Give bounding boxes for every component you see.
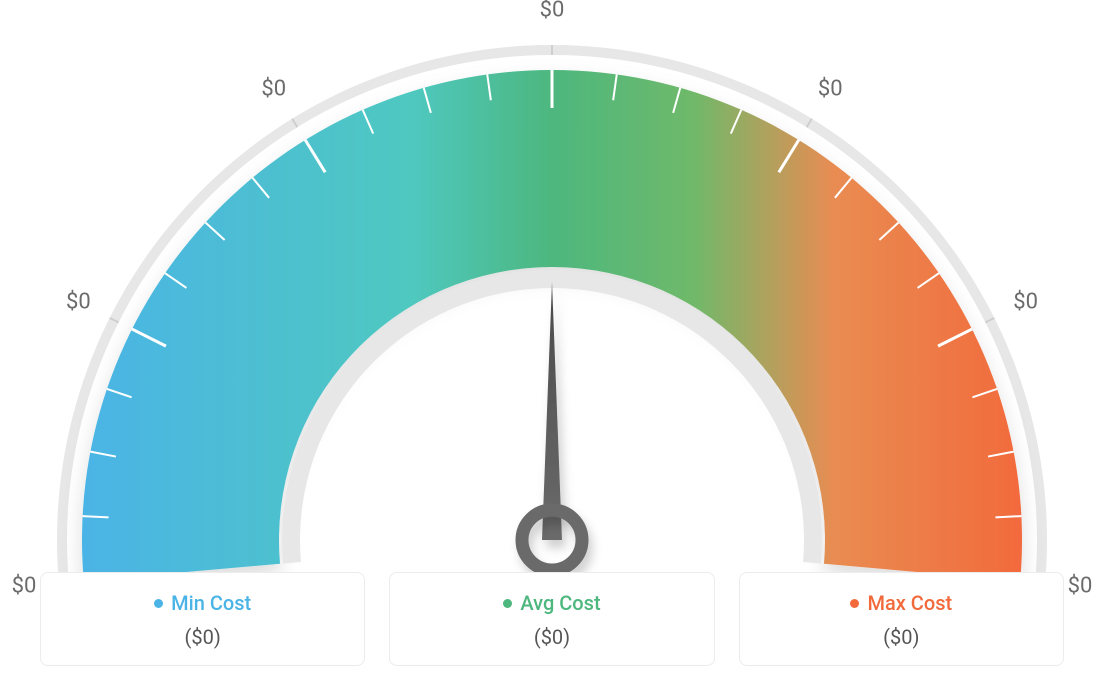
- legend-value-max: ($0): [750, 625, 1053, 649]
- legend-value-avg: ($0): [400, 625, 703, 649]
- legend-card-avg: Avg Cost ($0): [389, 572, 714, 666]
- gauge-cost-chart: $0 $0 $0 $0 $0 $0 $0 Min Cost ($0) Avg Cost ($…: [0, 0, 1104, 690]
- gauge-svg: [0, 20, 1104, 600]
- gauge-tick-label: $0: [261, 76, 286, 101]
- legend-label-min: Min Cost: [171, 591, 251, 615]
- gauge-tick-label: $0: [1013, 290, 1038, 315]
- gauge-tick-label: $0: [12, 574, 37, 599]
- gauge-tick-label: $0: [1068, 574, 1093, 599]
- legend-card-min: Min Cost ($0): [40, 572, 365, 666]
- legend-title-avg: Avg Cost: [503, 591, 600, 615]
- legend-label-avg: Avg Cost: [520, 591, 600, 615]
- legend-label-max: Max Cost: [867, 591, 952, 615]
- legend-title-max: Max Cost: [850, 591, 952, 615]
- gauge-tick-label: $0: [818, 76, 843, 101]
- gauge-tick-label: $0: [66, 290, 91, 315]
- gauge-area: $0$0$0$0$0$0$0: [0, 0, 1104, 560]
- legend-dot-avg: [503, 599, 512, 608]
- legend-title-min: Min Cost: [154, 591, 251, 615]
- legend-dot-min: [154, 599, 163, 608]
- legend-dot-max: [850, 599, 859, 608]
- legend-value-min: ($0): [51, 625, 354, 649]
- legend-row: Min Cost ($0) Avg Cost ($0) Max Cost ($0…: [40, 572, 1064, 666]
- gauge-tick-label: $0: [540, 0, 565, 23]
- legend-card-max: Max Cost ($0): [739, 572, 1064, 666]
